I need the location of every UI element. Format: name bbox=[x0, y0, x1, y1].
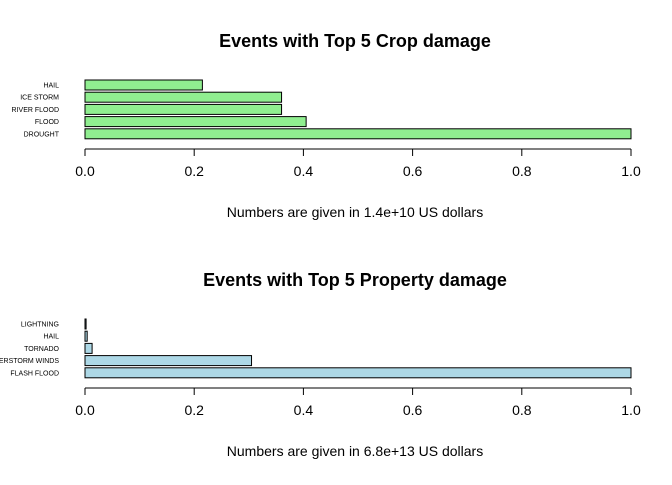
x-tick-label: 1.0 bbox=[621, 402, 641, 418]
category-label: FLASH FLOOD bbox=[10, 370, 59, 377]
bar bbox=[84, 318, 87, 330]
x-tick-label: 0.6 bbox=[403, 402, 423, 418]
bar bbox=[84, 116, 307, 128]
category-label: DROUGHT bbox=[24, 131, 60, 138]
category-label: ICE STORM bbox=[20, 95, 59, 102]
x-axis: 0.0 0.2 0.4 0.6 0.8 1.0 bbox=[75, 148, 641, 179]
category-label: HAIL bbox=[43, 83, 59, 90]
bar bbox=[84, 355, 253, 367]
x-tick-label: 0.0 bbox=[75, 402, 95, 418]
chart-title: Events with Top 5 Crop damage bbox=[219, 31, 491, 51]
bar bbox=[84, 91, 283, 103]
category-label: LIGHTNING bbox=[21, 322, 59, 329]
x-tick-label: 0.8 bbox=[512, 402, 532, 418]
category-label: FLOOD bbox=[35, 119, 59, 126]
bars bbox=[84, 79, 632, 140]
x-axis: 0.0 0.2 0.4 0.6 0.8 1.0 bbox=[75, 387, 641, 418]
bar bbox=[84, 103, 283, 115]
x-tick-label: 0.4 bbox=[294, 163, 314, 179]
bar bbox=[84, 342, 93, 354]
x-tick-label: 0.6 bbox=[403, 163, 423, 179]
x-tick-label: 0.2 bbox=[184, 402, 204, 418]
x-tick-label: 0.4 bbox=[294, 402, 314, 418]
crop-damage-chart: Events with Top 5 Crop damage DROUGHT FLO… bbox=[12, 31, 641, 220]
bar bbox=[84, 79, 203, 91]
x-tick-label: 0.2 bbox=[184, 163, 204, 179]
chart-title: Events with Top 5 Property damage bbox=[203, 270, 507, 290]
category-labels: FLASH FLOOD THUNDERSTORM WINDS TORNADO HAIL… bbox=[0, 322, 60, 378]
x-axis-label: Numbers are given in 6.8e+13 US dollars bbox=[227, 443, 483, 459]
bar bbox=[84, 128, 632, 140]
category-label: HAIL bbox=[43, 334, 59, 341]
bar bbox=[84, 367, 632, 379]
x-tick-label: 0.8 bbox=[512, 163, 532, 179]
bar bbox=[84, 330, 88, 342]
category-label: THUNDERSTORM WINDS bbox=[0, 358, 59, 365]
property-damage-chart: Events with Top 5 Property damage FLASH … bbox=[0, 270, 641, 459]
category-label: RIVER FLOOD bbox=[12, 107, 59, 114]
category-labels: DROUGHT FLOOD RIVER FLOOD ICE STORM HAIL bbox=[12, 83, 60, 139]
x-tick-label: 0.0 bbox=[75, 163, 95, 179]
bars bbox=[84, 318, 632, 379]
x-tick-label: 1.0 bbox=[621, 163, 641, 179]
x-axis-label: Numbers are given in 1.4e+10 US dollars bbox=[227, 204, 483, 220]
category-label: TORNADO bbox=[24, 346, 59, 353]
